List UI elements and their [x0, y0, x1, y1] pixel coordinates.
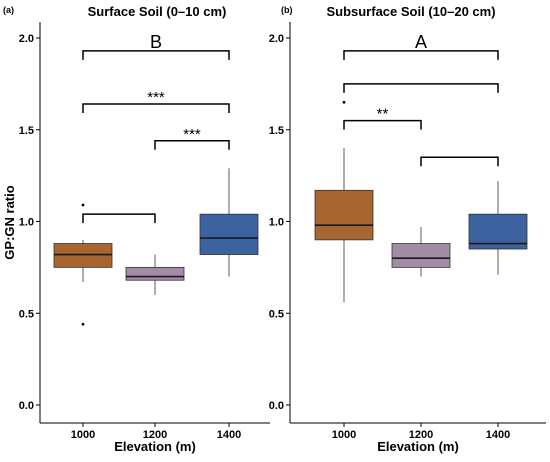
- y-tick-label: 1.0: [269, 217, 284, 229]
- y-tick-label: 1.0: [19, 217, 34, 229]
- box-1000: [53, 243, 113, 268]
- group-letter-label: A: [415, 32, 427, 52]
- box-1400: [199, 213, 259, 255]
- significance-label: ***: [147, 89, 165, 106]
- box-1000: [314, 189, 374, 241]
- x-tick-label: 1000: [332, 429, 356, 441]
- y-axis-title: GP:GN ratio: [2, 185, 17, 259]
- x-axis-title: Elevation (m): [114, 439, 196, 454]
- panel-title: Surface Soil (0–10 cm): [88, 4, 227, 19]
- y-tick-label: 1.5: [269, 125, 284, 137]
- outlier-point: [342, 100, 346, 104]
- significance-bracket: [82, 103, 230, 114]
- box-1200: [391, 243, 451, 268]
- box-1200: [125, 266, 185, 281]
- panel-label: (b): [281, 5, 293, 15]
- significance-bracket: [82, 50, 230, 60]
- y-tick-label: 2.0: [269, 33, 284, 45]
- outlier-point: [81, 203, 85, 207]
- panel-label: (a): [3, 5, 14, 15]
- y-tick-label: 1.5: [19, 125, 34, 137]
- significance-bracket: [343, 119, 422, 130]
- x-tick-label: 1400: [486, 429, 510, 441]
- x-tick-label: 1000: [71, 429, 95, 441]
- significance-label: **: [377, 106, 389, 123]
- y-tick-label: 0.5: [19, 308, 34, 320]
- y-tick-label: 0.0: [19, 400, 34, 412]
- group-letter-label: B: [150, 32, 162, 52]
- panel-title: Subsurface Soil (10–20 cm): [326, 4, 495, 19]
- x-tick-label: 1400: [217, 429, 241, 441]
- outlier-point: [81, 322, 85, 326]
- significance-bracket: [420, 156, 499, 167]
- significance-bracket: [343, 50, 499, 60]
- significance-bracket: [154, 140, 230, 150]
- significance-bracket: [82, 213, 156, 224]
- significance-label: ***: [183, 126, 201, 143]
- y-tick-label: 2.0: [19, 33, 34, 45]
- y-tick-label: 0.5: [269, 308, 284, 320]
- x-axis-title: Elevation (m): [377, 439, 459, 454]
- significance-bracket: [343, 83, 499, 93]
- x-tick-label: 1200: [143, 429, 167, 441]
- x-tick-label: 1200: [409, 429, 433, 441]
- y-tick-label: 0.0: [269, 400, 284, 412]
